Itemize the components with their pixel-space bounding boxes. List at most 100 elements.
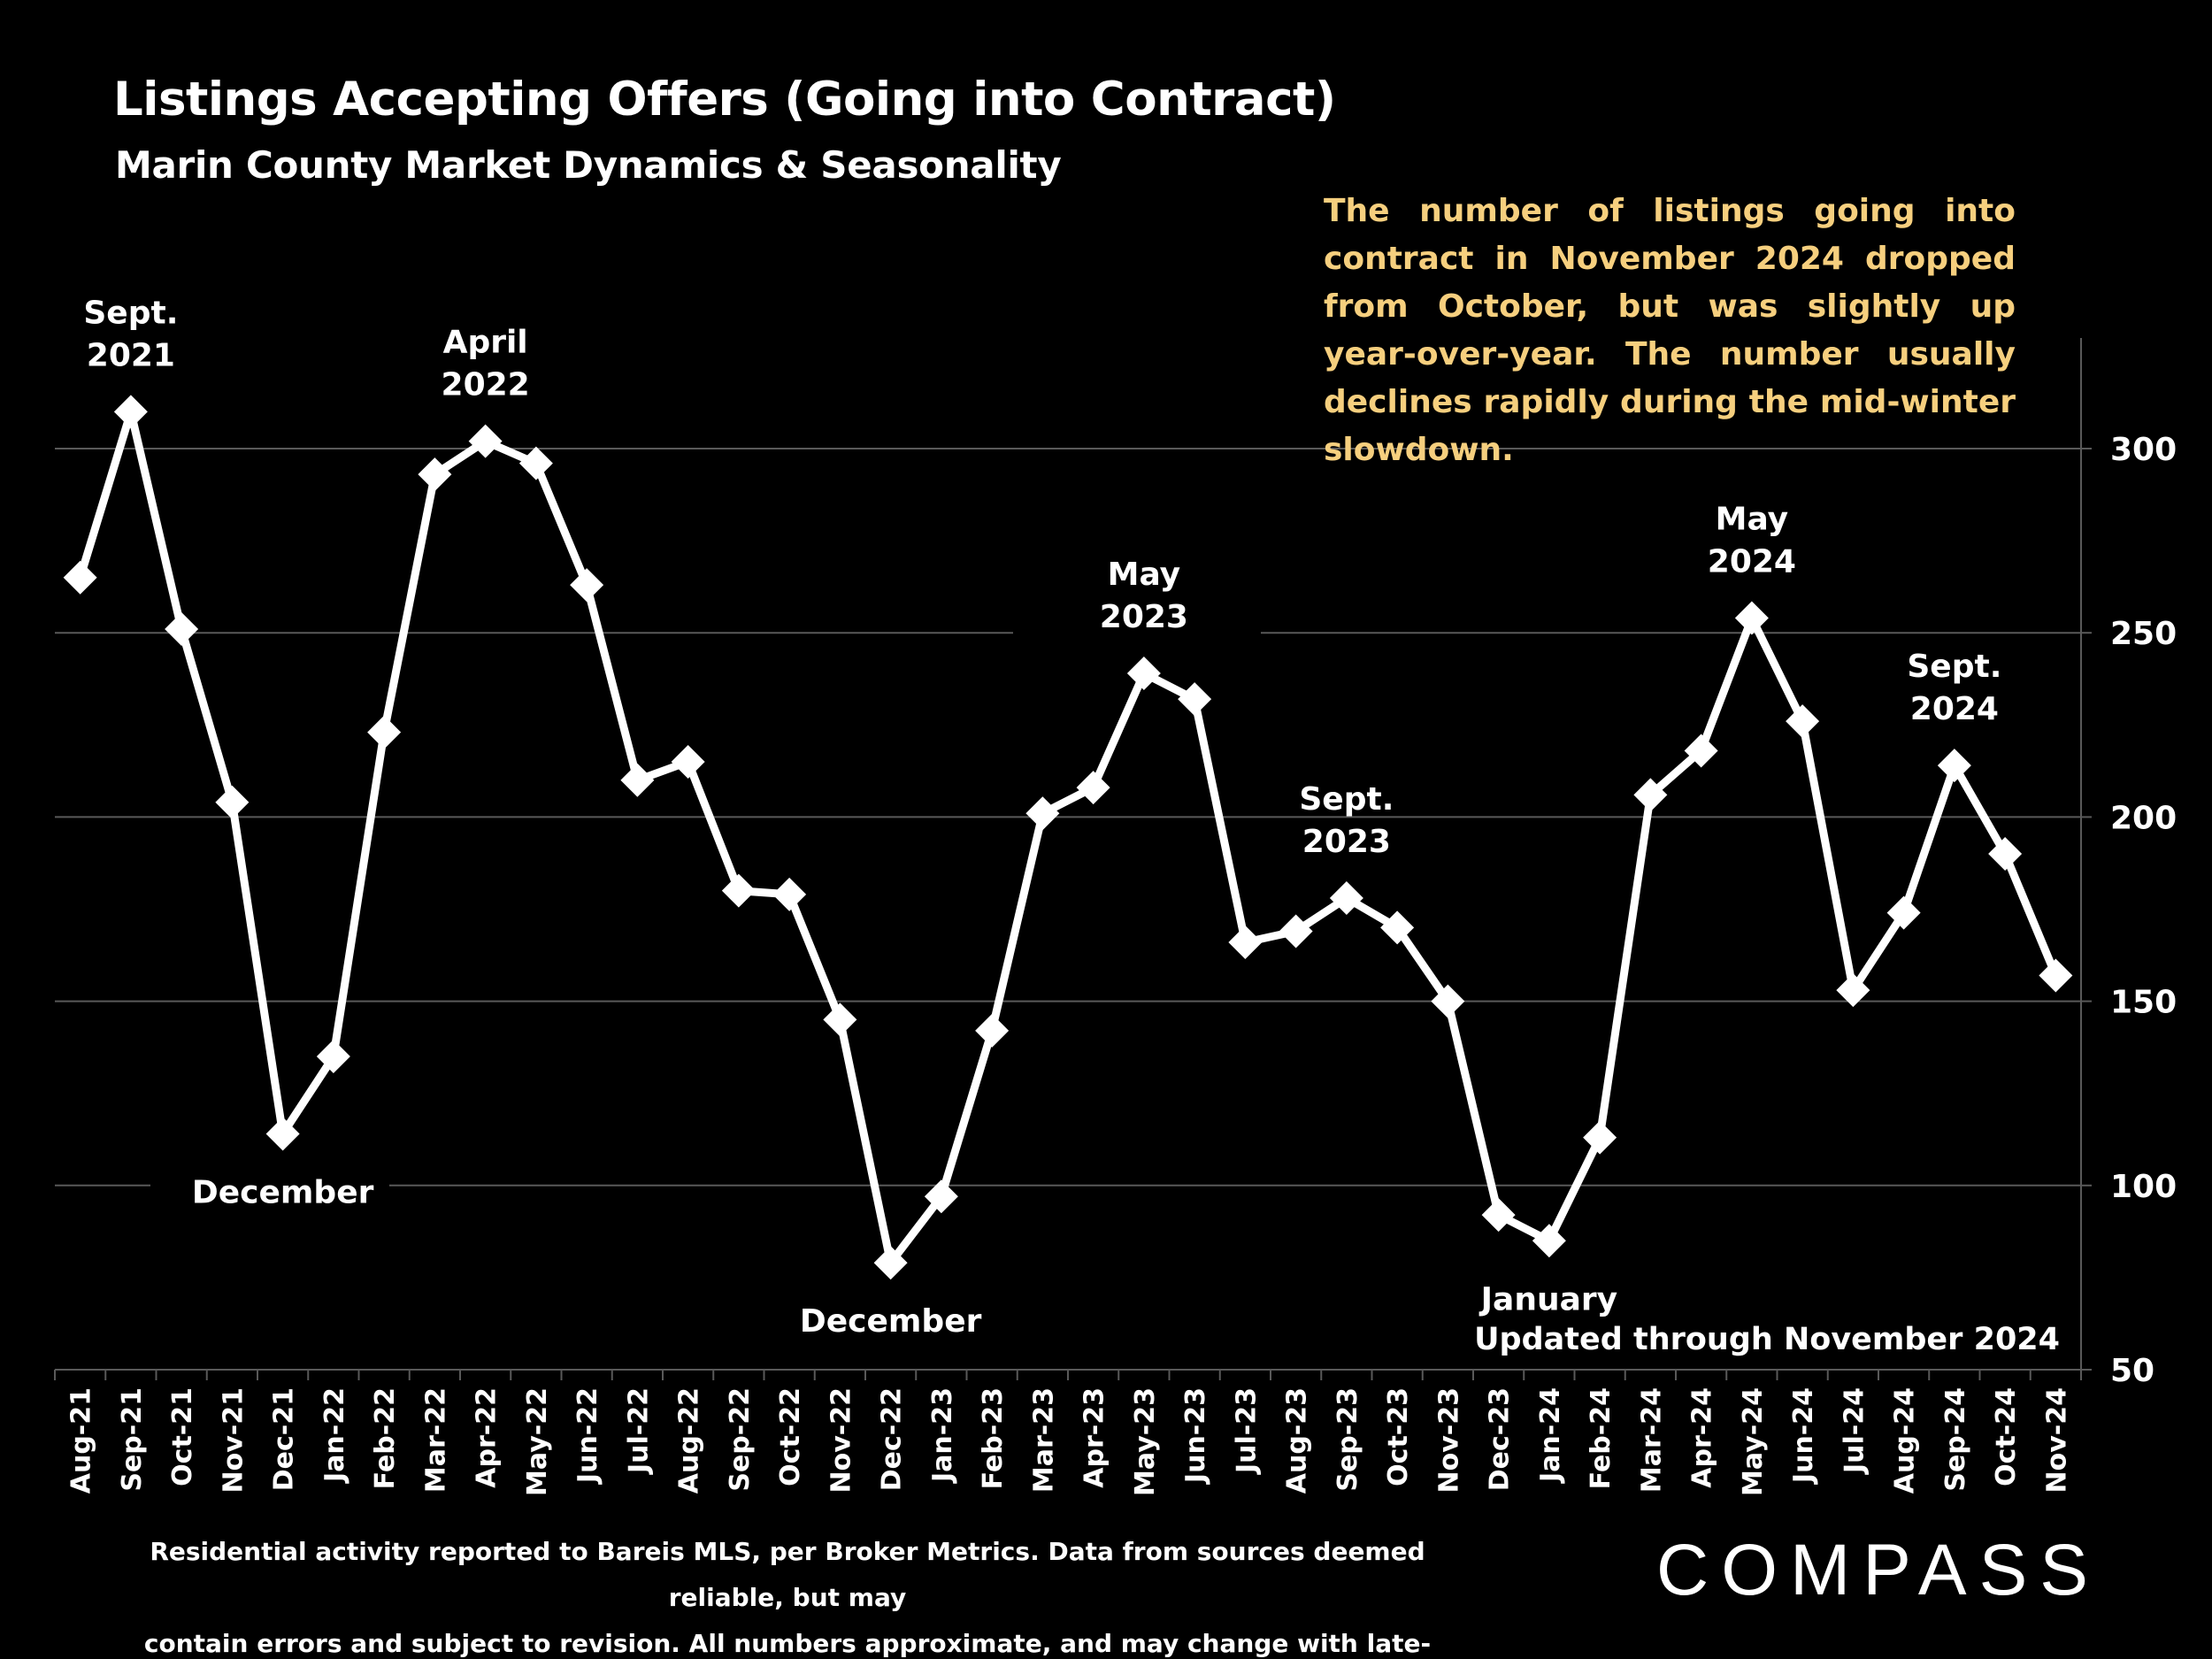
series-line (76, 407, 2060, 1267)
data-point (1380, 910, 1415, 945)
x-tick-label: Sep-23 (1333, 1387, 1363, 1492)
x-tick-label: Nov-23 (1433, 1387, 1464, 1493)
x-tick-label: Nov-24 (2041, 1387, 2072, 1493)
annotation-label: 2024 (1708, 544, 1796, 580)
annotation-label: May (1108, 557, 1180, 593)
x-tick-label: Jan-22 (319, 1387, 350, 1484)
annotation-label: Sept. (1907, 649, 2001, 685)
x-tick-label: Aug-24 (1890, 1387, 1921, 1494)
annotation-label: January (1479, 1281, 1617, 1317)
annotation-label: Sept. (83, 295, 178, 331)
commentary-note: The number of listings going into contra… (1324, 193, 2016, 468)
data-point (1786, 704, 1820, 739)
data-point (367, 715, 402, 749)
x-tick-label: Jan-24 (1535, 1387, 1566, 1484)
data-point (1076, 771, 1110, 805)
data-point (1583, 1120, 1617, 1155)
footer-disclaimer: Residential activity reported to Bareis … (133, 1529, 1442, 1659)
data-point (1178, 682, 1212, 717)
data-point (1532, 1224, 1566, 1258)
data-point (1886, 895, 1921, 930)
x-tick-label: Jan-23 (927, 1387, 958, 1484)
data-point (265, 1117, 300, 1151)
x-tick-label: Aug-21 (66, 1387, 97, 1494)
data-point (1836, 973, 1870, 1008)
data-point (1633, 778, 1668, 812)
data-point (570, 568, 604, 603)
annotation-label: December (800, 1303, 982, 1340)
annotation-label: Sept. (1299, 781, 1394, 818)
compass-logo-text: COMPASS (1656, 1530, 2101, 1610)
data-point (1937, 749, 1971, 783)
data-point (1988, 837, 2023, 872)
y-tick-label: 200 (2110, 800, 2177, 836)
x-tick-label: Sep-22 (725, 1387, 756, 1492)
data-point (1126, 657, 1161, 691)
data-point (2039, 958, 2073, 993)
data-point (620, 763, 655, 797)
data-point (113, 395, 148, 429)
x-tick-label: Oct-23 (1383, 1387, 1414, 1486)
annotation-label: 2022 (442, 367, 530, 403)
x-tick-label: May-24 (1738, 1387, 1769, 1496)
x-tick-label: Mar-22 (420, 1387, 451, 1493)
data-point (63, 560, 97, 595)
footer-line-1: Residential activity reported to Bareis … (150, 1537, 1425, 1612)
data-point (721, 873, 756, 908)
y-tick-label: 50 (2110, 1353, 2154, 1389)
updated-label: Updated through November 2024 (1474, 1322, 2060, 1357)
x-tick-label: Apr-22 (472, 1387, 503, 1488)
x-tick-label: Jun-23 (1180, 1387, 1211, 1485)
data-point (468, 424, 503, 458)
x-tick-label: Nov-22 (826, 1387, 856, 1493)
y-tick-label: 300 (2110, 432, 2177, 468)
x-tick-label: Apr-23 (1079, 1387, 1110, 1488)
data-point (1431, 984, 1465, 1018)
chart-title: Listings Accepting Offers (Going into Co… (113, 73, 1336, 127)
annotation-label: 2023 (1302, 824, 1391, 860)
x-tick-label: Oct-22 (775, 1387, 806, 1486)
x-tick-label: Jul-23 (1231, 1387, 1262, 1475)
data-point (924, 1179, 958, 1214)
data-point (772, 877, 807, 911)
annotation-label: May (1716, 502, 1788, 538)
annotation-label: 2024 (1910, 691, 1999, 727)
x-tick-label: Feb-24 (1586, 1387, 1617, 1489)
data-point (215, 785, 250, 819)
x-tick-label: Jul-22 (623, 1387, 654, 1475)
data-point (1279, 914, 1313, 949)
x-tick-label: May-22 (522, 1387, 553, 1496)
data-point (1734, 601, 1769, 635)
footer-line-2: contain errors and subject to revision. … (143, 1629, 1432, 1658)
data-point (1481, 1198, 1516, 1233)
data-point (873, 1246, 908, 1280)
x-tick-label: Feb-23 (978, 1387, 1009, 1489)
x-tick-label: Apr-24 (1687, 1387, 1718, 1488)
annotation-label: December (192, 1175, 374, 1211)
data-point (1228, 925, 1263, 959)
y-tick-label: 100 (2110, 1169, 2177, 1205)
x-tick-label: Aug-22 (674, 1387, 705, 1494)
x-tick-label: Dec-22 (877, 1387, 908, 1491)
x-tick-label: May-23 (1130, 1387, 1161, 1496)
y-tick-label: 150 (2110, 985, 2177, 1021)
data-point (975, 1013, 1010, 1048)
annotation-label: April (443, 325, 528, 361)
data-point (418, 457, 452, 492)
x-tick-label: Feb-22 (370, 1387, 401, 1489)
annotation-label: 2021 (87, 337, 175, 373)
data-point (671, 744, 705, 779)
x-tick-label: Dec-23 (1485, 1387, 1516, 1491)
x-tick-label: Jun-22 (572, 1387, 603, 1485)
y-tick-label: 250 (2110, 616, 2177, 652)
data-point (1025, 796, 1060, 831)
data-point (823, 1002, 857, 1037)
data-point (518, 446, 553, 480)
x-tick-label: Mar-23 (1028, 1387, 1059, 1493)
data-point (316, 1040, 350, 1074)
data-point (165, 612, 199, 647)
compass-logo-icon: COMPASS (1656, 1530, 2101, 1610)
x-tick-label: Aug-23 (1282, 1387, 1313, 1494)
